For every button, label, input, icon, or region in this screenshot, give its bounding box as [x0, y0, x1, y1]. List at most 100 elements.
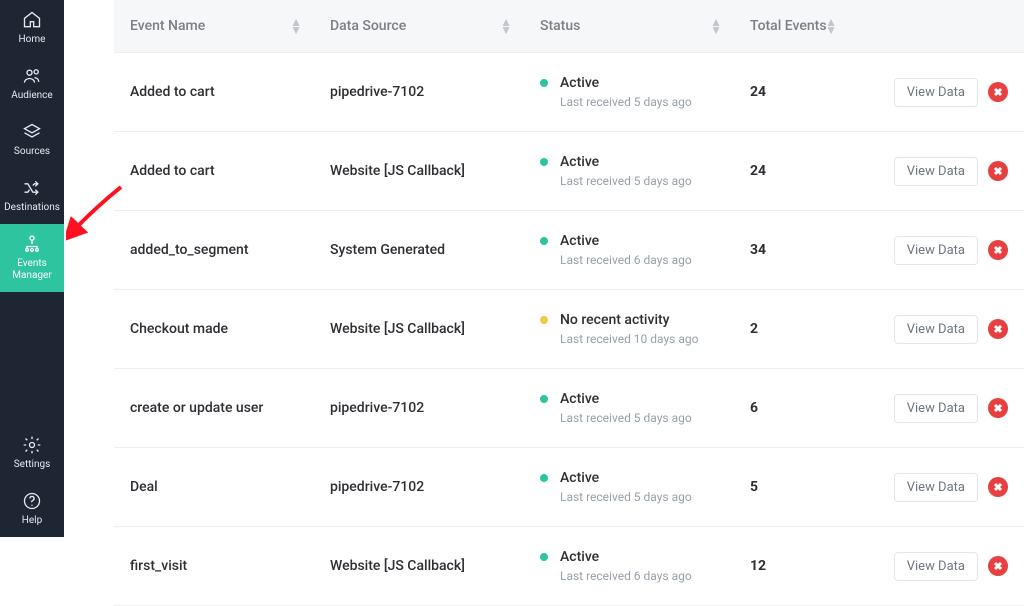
sidebar-item-label: Help — [22, 515, 42, 527]
status-text: Active — [560, 233, 599, 249]
table-row: Checkout madeWebsite [JS Callback]No rec… — [114, 290, 1024, 369]
data-source: Website [JS Callback] — [314, 290, 524, 369]
column-header[interactable]: Event Name ▲▼ — [114, 0, 314, 53]
actions-cell: View Data — [849, 290, 1024, 369]
sidebar-item-events-manager[interactable]: Events Manager — [0, 224, 64, 292]
status-cell: Active Last received 5 days ago — [524, 448, 734, 527]
column-label: Data Source — [330, 18, 406, 34]
event-name: added_to_segment — [114, 211, 314, 290]
sidebar-item-label: Settings — [14, 459, 51, 471]
view-data-button[interactable]: View Data — [894, 473, 978, 502]
gear-icon — [22, 435, 42, 455]
event-name: Added to cart — [114, 53, 314, 132]
sort-icon[interactable]: ▲▼ — [290, 18, 302, 34]
status-text: Active — [560, 75, 599, 91]
status-dot-icon — [540, 316, 548, 324]
sidebar-item-home[interactable]: Home — [0, 0, 64, 56]
status-dot-icon — [540, 158, 548, 166]
status-cell: Active Last received 5 days ago — [524, 369, 734, 448]
status-text: No recent activity — [560, 312, 670, 328]
status-dot-icon — [540, 237, 548, 245]
delete-button[interactable] — [988, 398, 1008, 418]
status-cell: No recent activity Last received 10 days … — [524, 290, 734, 369]
status-subtext: Last received 5 days ago — [560, 95, 718, 109]
status-subtext: Last received 10 days ago — [560, 332, 718, 346]
delete-button[interactable] — [988, 82, 1008, 102]
table-row: Added to cartpipedrive-7102ActiveLast re… — [114, 53, 1024, 132]
column-header[interactable]: Total Events▲▼ — [734, 0, 849, 53]
view-data-button[interactable]: View Data — [894, 315, 978, 344]
table-row: added_to_segmentSystem Generated Active La… — [114, 211, 1024, 290]
status-text: Active — [560, 154, 599, 170]
status-text: Active — [560, 549, 599, 565]
sidebar: Home Audience Sources Destinations Events Ma… — [0, 0, 64, 537]
column-header — [849, 0, 1024, 53]
layers-icon — [22, 122, 42, 142]
delete-button[interactable] — [988, 319, 1008, 339]
view-data-button[interactable]: View Data — [894, 78, 978, 107]
status-dot-icon — [540, 474, 548, 482]
total-events: 2 — [734, 290, 849, 369]
status-cell: Active Last received 5 days ago — [524, 132, 734, 211]
data-source: pipedrive-7102 — [314, 448, 524, 527]
delete-button[interactable] — [988, 477, 1008, 497]
event-name: create or update user — [114, 369, 314, 448]
person-tree-icon — [22, 234, 42, 254]
status-subtext: Last received 5 days ago — [560, 174, 718, 188]
actions-cell: View Data — [849, 211, 1024, 290]
table-row: first_visitWebsite [JS Callback]ActiveLa… — [114, 527, 1024, 606]
sidebar-item-label: Audience — [11, 90, 52, 102]
sidebar-item-destinations[interactable]: Destinations — [0, 168, 64, 224]
status-text: Active — [560, 391, 599, 407]
delete-button[interactable] — [988, 161, 1008, 181]
delete-button[interactable] — [988, 240, 1008, 260]
event-name: Added to cart — [114, 132, 314, 211]
actions-cell: View Data — [849, 53, 1024, 132]
status-dot-icon — [540, 395, 548, 403]
status-subtext: Last received 5 days ago — [560, 411, 718, 425]
sidebar-item-audience[interactable]: Audience — [0, 56, 64, 112]
column-label: Total Events — [750, 18, 827, 34]
status-subtext: Last received 6 days ago — [560, 253, 718, 267]
main-content: Event Name▲▼Data Source▲▼Status▲▼Total E… — [64, 0, 1024, 537]
event-name: first_visit — [114, 527, 314, 606]
column-header[interactable]: Status▲▼ — [524, 0, 734, 53]
view-data-button[interactable]: View Data — [894, 394, 978, 423]
actions-cell: View Data — [849, 448, 1024, 527]
view-data-button[interactable]: View Data — [894, 236, 978, 265]
sort-icon[interactable]: ▲▼ — [710, 18, 722, 34]
total-events: 24 — [734, 53, 849, 132]
column-header[interactable]: Data Source ▲▼ — [314, 0, 524, 53]
delete-button[interactable] — [988, 556, 1008, 576]
total-events: 6 — [734, 369, 849, 448]
sidebar-item-label: Events Manager — [2, 258, 62, 282]
status-dot-icon — [540, 79, 548, 87]
view-data-button[interactable]: View Data — [894, 552, 978, 581]
data-source: System Generated — [314, 211, 524, 290]
sidebar-item-settings[interactable]: Settings — [0, 425, 64, 481]
data-source: Website [JS Callback] — [314, 527, 524, 606]
status-cell: Active Last received 6 days ago — [524, 211, 734, 290]
actions-cell: View Data — [849, 527, 1024, 606]
column-label: Event Name — [130, 18, 205, 34]
status-subtext: Last received 5 days ago — [560, 490, 718, 504]
status-cell: ActiveLast received 6 days ago — [524, 527, 734, 606]
sort-icon[interactable]: ▲▼ — [500, 18, 512, 34]
table-row: Added to cartWebsite [JS Callback]Active… — [114, 132, 1024, 211]
status-text: Active — [560, 470, 599, 486]
sort-icon[interactable]: ▲▼ — [825, 18, 837, 34]
actions-cell: View Data — [849, 132, 1024, 211]
sidebar-item-help[interactable]: Help — [0, 481, 64, 537]
home-icon — [22, 10, 42, 30]
total-events: 12 — [734, 527, 849, 606]
table-row: create or update userpipedrive-7102Activ… — [114, 369, 1024, 448]
data-source: Website [JS Callback] — [314, 132, 524, 211]
users-icon — [22, 66, 42, 86]
table-row: Dealpipedrive-7102ActiveLast received 5 … — [114, 448, 1024, 527]
data-source: pipedrive-7102 — [314, 369, 524, 448]
sidebar-item-label: Home — [19, 34, 46, 46]
total-events: 24 — [734, 132, 849, 211]
sidebar-item-label: Sources — [14, 146, 50, 158]
view-data-button[interactable]: View Data — [894, 157, 978, 186]
sidebar-item-sources[interactable]: Sources — [0, 112, 64, 168]
